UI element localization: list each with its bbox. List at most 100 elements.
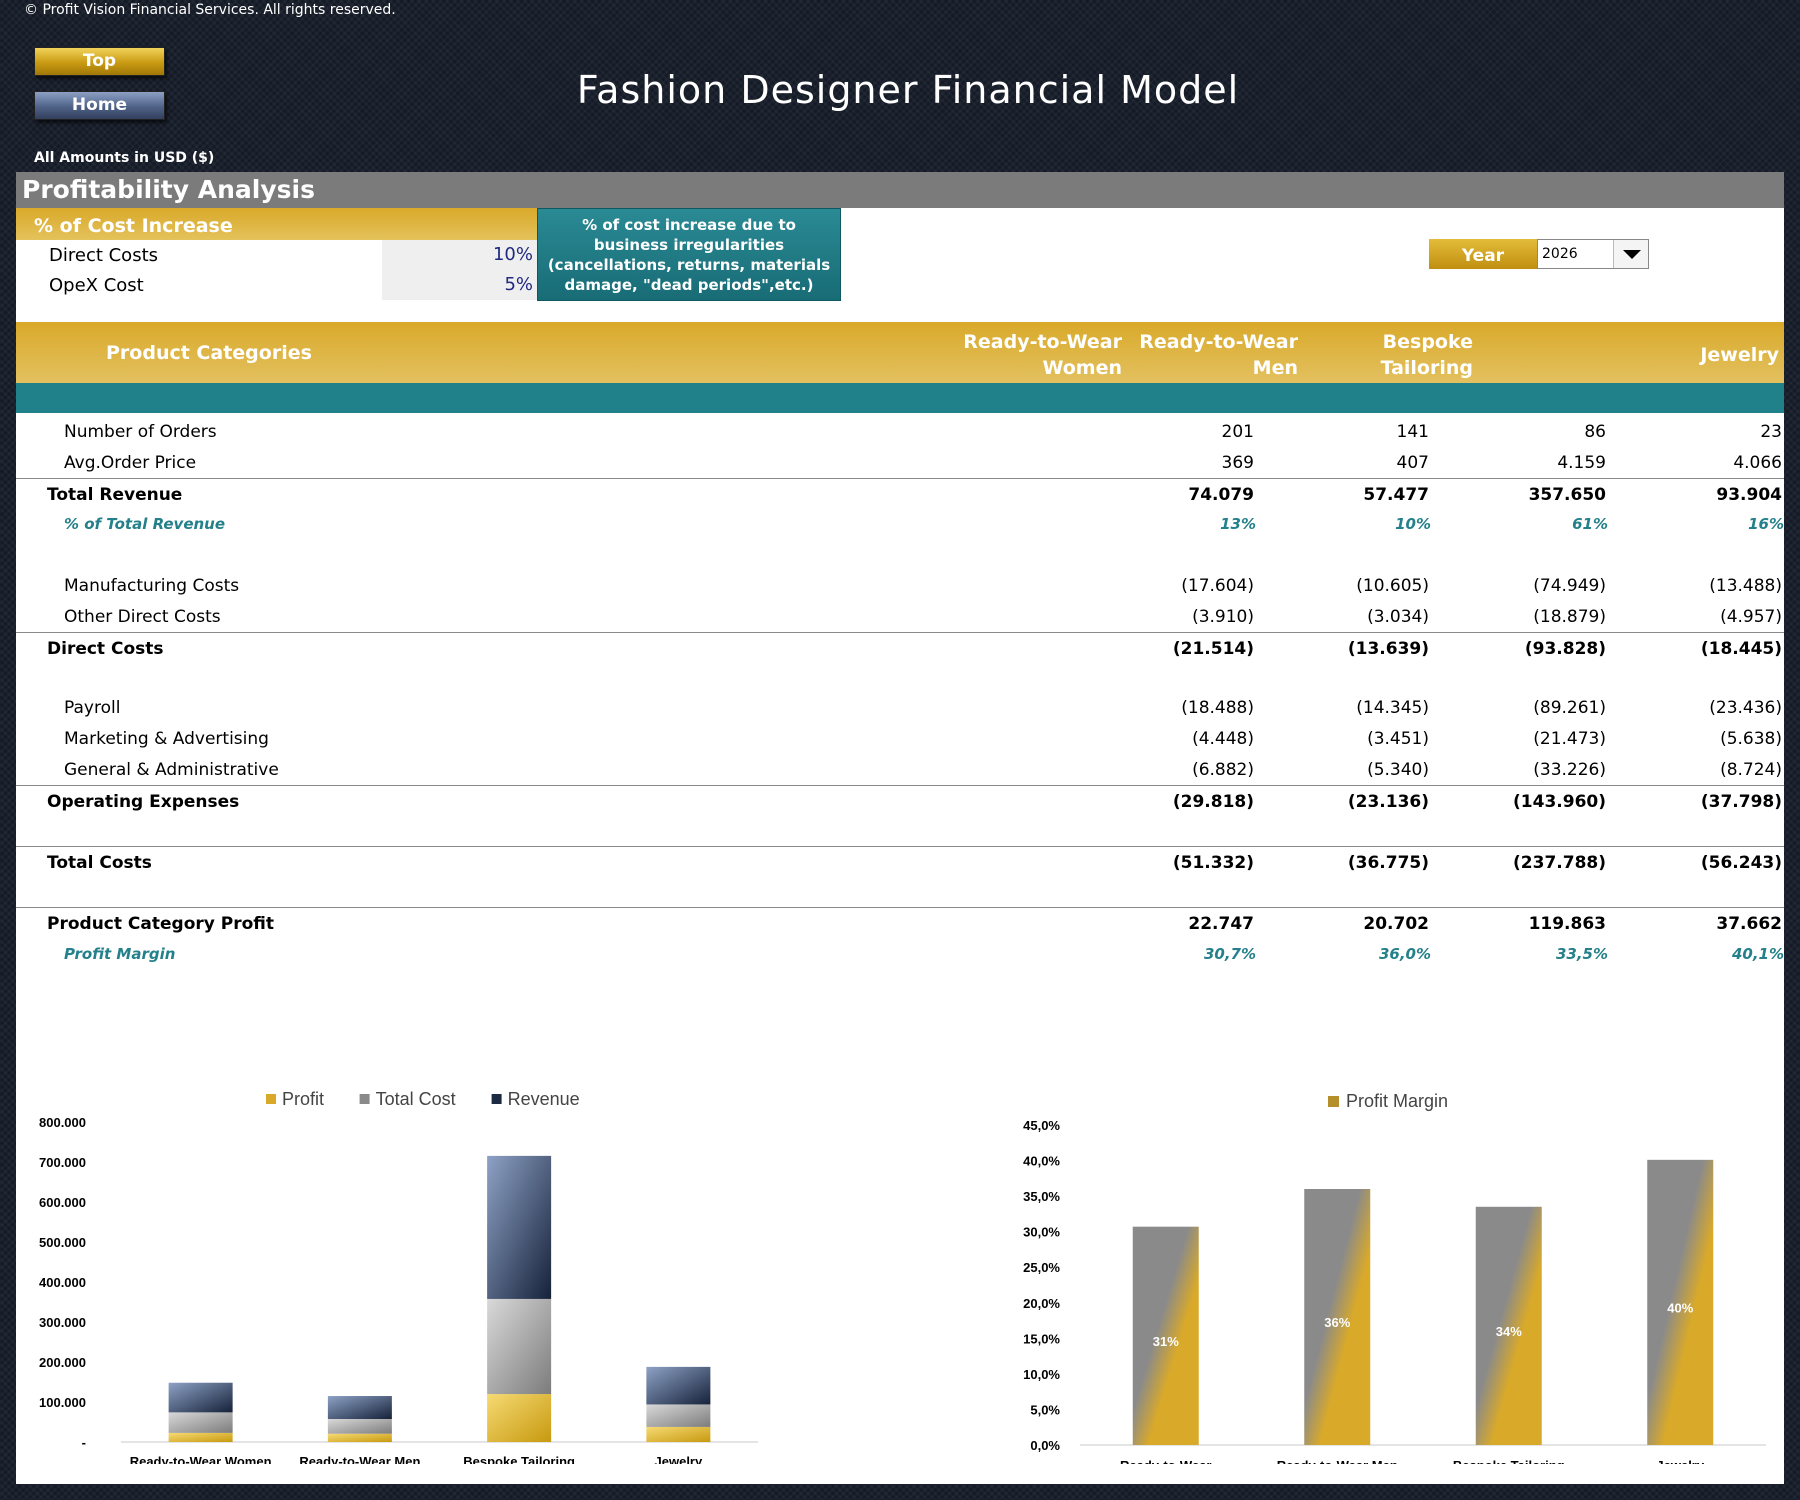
table-cell: (29.818) xyxy=(1172,792,1254,812)
top-button[interactable]: Top xyxy=(34,47,165,76)
table-cell: (8.724) xyxy=(1720,760,1782,780)
table-cell: (3.451) xyxy=(1367,729,1429,749)
column-header-line: Ready-to-Wear xyxy=(1139,331,1298,353)
legend-swatch xyxy=(266,1094,276,1104)
table-cell: (51.332) xyxy=(1172,853,1254,873)
y-tick-label: 35,0% xyxy=(1023,1189,1060,1204)
table-cell: (13.639) xyxy=(1347,639,1429,659)
table-row: Number of Orders 201 141 86 23 xyxy=(16,416,1784,446)
y-tick-label: 600.000 xyxy=(39,1195,86,1210)
row-label: Manufacturing Costs xyxy=(64,576,240,596)
data-label: 31% xyxy=(1153,1334,1179,1349)
legend-label: Total Cost xyxy=(376,1089,456,1109)
legend-label: Profit Margin xyxy=(1346,1091,1448,1111)
table-cell: (237.788) xyxy=(1513,853,1606,873)
table-cell: (33.226) xyxy=(1533,760,1606,780)
table-cell: 357.650 xyxy=(1528,485,1606,505)
table-cell: (23.436) xyxy=(1709,698,1782,718)
table-cell: 61% xyxy=(1572,515,1608,533)
bar-profit-margin xyxy=(1132,1226,1199,1445)
table-cell: (6.882) xyxy=(1192,760,1254,780)
row-label: Payroll xyxy=(64,698,121,718)
row-label: Profit Margin xyxy=(64,945,176,963)
table-cell: (10.605) xyxy=(1356,576,1429,596)
cost-increase-note: % of cost increase due to business irreg… xyxy=(537,208,841,301)
y-tick-label: 10,0% xyxy=(1023,1367,1060,1382)
table-row: Profit Margin 30,7% 36,0% 33,5% 40,1% xyxy=(16,939,1784,969)
table-row: Total Revenue 74.079 57.477 357.650 93.904 xyxy=(16,478,1784,508)
y-tick-label: 25,0% xyxy=(1023,1260,1060,1275)
profit-margin-chart: Profit Margin 0,0% 5,0% 10,0% 15,0% 20,0% 25,0… xyxy=(1023,1091,1766,1464)
bar-segment-profit xyxy=(487,1394,552,1442)
table-cell: 369 xyxy=(1221,453,1254,473)
copyright-text: © Profit Vision Financial Services. All … xyxy=(24,2,396,18)
table-row: General & Administrative (6.882) (5.340) (3… xyxy=(16,754,1784,784)
table-cell: (23.136) xyxy=(1347,792,1429,812)
stacked-bar-chart: Profit Total Cost Revenue - 100.000 200.000 30… xyxy=(39,1089,758,1464)
table-row: Operating Expenses (29.818) (23.136) (143.9… xyxy=(16,785,1784,815)
y-tick-label: - xyxy=(82,1435,86,1450)
table-cell: 10% xyxy=(1395,515,1431,533)
table-cell: (21.514) xyxy=(1172,639,1254,659)
table-cell: 4.159 xyxy=(1557,453,1606,473)
y-tick-label: 5,0% xyxy=(1030,1402,1060,1417)
bar-segment-revenue xyxy=(327,1396,392,1420)
table-header: Product Categories Ready-to-Wear Women R… xyxy=(16,322,1784,383)
table-row: Manufacturing Costs (17.604) (10.605) (74.9… xyxy=(16,570,1784,600)
direct-cost-input[interactable]: 10% xyxy=(382,240,537,270)
column-header-line: Tailoring xyxy=(1380,357,1473,379)
bar-segment-profit xyxy=(646,1426,711,1442)
table-cell: 4.066 xyxy=(1733,453,1782,473)
table-cell: 13% xyxy=(1220,515,1256,533)
cost-row-opex: OpeX Cost 5% xyxy=(16,270,537,300)
table-cell: (89.261) xyxy=(1533,698,1606,718)
table-row: Marketing & Advertising (4.448) (3.451) (21… xyxy=(16,723,1784,753)
column-header-line: Jewelry xyxy=(1700,344,1779,366)
y-tick-label: 0,0% xyxy=(1030,1438,1060,1453)
row-label: Marketing & Advertising xyxy=(64,729,269,749)
table-cell: 119.863 xyxy=(1528,914,1606,934)
cost-row-label: Direct Costs xyxy=(49,245,159,266)
table-cell: 57.477 xyxy=(1363,485,1429,505)
product-categories-label: Product Categories xyxy=(106,342,312,364)
legend-swatch xyxy=(359,1094,370,1104)
column-header-line: Ready-to-Wear xyxy=(963,331,1122,353)
column-header: Ready-to-Wear Men xyxy=(1128,329,1298,381)
home-button[interactable]: Home xyxy=(34,91,165,120)
table-cell: 22.747 xyxy=(1188,914,1254,934)
table-row: Total Costs (51.332) (36.775) (237.788) (56.… xyxy=(16,846,1784,876)
column-header-line: Women xyxy=(1042,357,1122,379)
x-tick-label: Ready-to-Wear xyxy=(1120,1458,1212,1464)
y-tick-label: 400.000 xyxy=(39,1275,86,1290)
x-tick-label: Ready-to-Wear Men xyxy=(299,1454,420,1464)
y-tick-label: 45,0% xyxy=(1023,1118,1060,1133)
x-tick-label: Bespoke Tailoring xyxy=(1453,1458,1565,1464)
bar-segment-revenue xyxy=(646,1366,711,1405)
chevron-down-icon[interactable] xyxy=(1613,240,1648,268)
teal-band xyxy=(16,383,1784,413)
table-cell: (74.949) xyxy=(1533,576,1606,596)
column-header: Jewelry xyxy=(1609,342,1779,368)
table-cell: (14.345) xyxy=(1356,698,1429,718)
bar-profit-margin xyxy=(1647,1159,1714,1445)
y-tick-label: 30,0% xyxy=(1023,1225,1060,1240)
table-cell: 407 xyxy=(1396,453,1429,473)
row-label: Total Costs xyxy=(47,853,152,873)
bar-segment-total-cost xyxy=(487,1298,552,1395)
table-cell: (93.828) xyxy=(1524,639,1606,659)
bar-segment-profit xyxy=(168,1432,233,1442)
x-tick-label: Ready-to-Wear Men xyxy=(1277,1458,1398,1464)
row-label: Other Direct Costs xyxy=(64,607,221,627)
x-tick-label: Bespoke Tailoring xyxy=(463,1454,575,1464)
table-cell: (18.879) xyxy=(1533,607,1606,627)
opex-cost-input[interactable]: 5% xyxy=(382,270,537,300)
table-row: Avg.Order Price 369 407 4.159 4.066 xyxy=(16,447,1784,477)
y-tick-label: 200.000 xyxy=(39,1355,86,1370)
table-cell: (13.488) xyxy=(1709,576,1782,596)
section-title: Profitability Analysis xyxy=(16,172,1784,208)
bar-segment-total-cost xyxy=(646,1404,711,1427)
table-cell: 86 xyxy=(1584,422,1606,442)
table-row: Payroll (18.488) (14.345) (89.261) (23.436) xyxy=(16,692,1784,722)
x-tick-label: Jewelry xyxy=(1656,1458,1704,1464)
row-label: Total Revenue xyxy=(47,485,183,505)
